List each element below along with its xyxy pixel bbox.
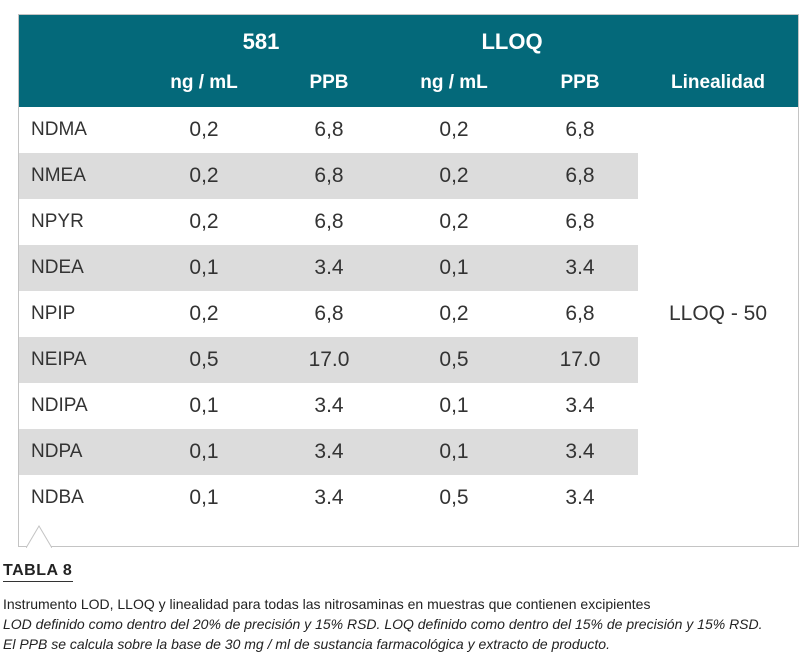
value-lloq-ppb: 17.0: [522, 337, 639, 383]
group-header-581: 581: [136, 15, 386, 59]
compound-name: NEIPA: [19, 337, 136, 383]
value-581-ngml: 0,1: [136, 245, 272, 291]
value-581-ngml: 0,2: [136, 153, 272, 199]
value-lloq-ppb: 3.4: [522, 383, 639, 429]
value-lloq-ppb: 6,8: [522, 199, 639, 245]
compound-name: NPIP: [19, 291, 136, 337]
table-row: NPIP 0,2 6,8 0,2 6,8: [19, 291, 798, 337]
table-row: NPYR 0,2 6,8 0,2 6,8: [19, 199, 798, 245]
value-581-ngml: 0,5: [136, 337, 272, 383]
table-label-underline: [3, 581, 73, 582]
value-lloq-ppb: 6,8: [522, 291, 639, 337]
header-lloq-ngml: ng / mL: [386, 59, 522, 107]
group-header-row: 581 LLOQ: [19, 15, 799, 59]
header-581-ngml: ng / mL: [136, 59, 272, 107]
value-lloq-ppb: 6,8: [522, 107, 639, 153]
group-header-empty: [638, 15, 799, 59]
value-581-ppb: 17.0: [272, 337, 386, 383]
value-lloq-ngml: 0,1: [386, 245, 522, 291]
compound-name: NMEA: [19, 153, 136, 199]
value-581-ppb: 3.4: [272, 245, 386, 291]
value-lloq-ngml: 0,2: [386, 107, 522, 153]
table-row: NDPA 0,1 3.4 0,1 3.4: [19, 429, 798, 475]
value-581-ppb: 6,8: [272, 291, 386, 337]
value-581-ppb: 3.4: [272, 429, 386, 475]
compound-name: NDBA: [19, 475, 136, 521]
value-lloq-ppb: 6,8: [522, 153, 639, 199]
header-linealidad: Linealidad: [638, 59, 799, 107]
compound-name: NPYR: [19, 199, 136, 245]
corner-header: [19, 15, 136, 59]
value-581-ppb: 3.4: [272, 475, 386, 521]
header-lloq-ppb: PPB: [522, 59, 639, 107]
caption: TABLA 8 Instrumento LOD, LLOQ y linealid…: [3, 562, 763, 654]
caption-pointer: [26, 525, 52, 548]
table-label-text: TABLA 8: [3, 562, 73, 579]
value-581-ngml: 0,1: [136, 383, 272, 429]
value-581-ppb: 3.4: [272, 383, 386, 429]
table-row: NDIPA 0,1 3.4 0,1 3.4: [19, 383, 798, 429]
value-581-ppb: 6,8: [272, 199, 386, 245]
sub-header-row: ng / mL PPB ng / mL PPB Linealidad: [19, 59, 799, 107]
table-row: NDBA 0,1 3.4 0,5 3.4: [19, 475, 798, 521]
table-description: Instrumento LOD, LLOQ y linealidad para …: [3, 596, 651, 612]
value-lloq-ngml: 0,2: [386, 199, 522, 245]
table-row: NDEA 0,1 3.4 0,1 3.4: [19, 245, 798, 291]
results-table: 581 LLOQ ng / mL PPB ng / mL PPB Lineali…: [19, 15, 799, 521]
table-row: NMEA 0,2 6,8 0,2 6,8: [19, 153, 798, 199]
footnote-ppb: El PPB se calcula sobre la base de 30 mg…: [3, 636, 610, 652]
linearity-value: LLOQ - 50: [638, 107, 799, 521]
value-581-ngml: 0,2: [136, 291, 272, 337]
compound-name: NDIPA: [19, 383, 136, 429]
table-label: TABLA 8: [3, 562, 763, 582]
value-581-ngml: 0,1: [136, 475, 272, 521]
value-lloq-ngml: 0,5: [386, 337, 522, 383]
compound-name: NDEA: [19, 245, 136, 291]
compound-name: NDPA: [19, 429, 136, 475]
footnote-precision: LOD definido como dentro del 20% de prec…: [3, 616, 763, 632]
value-lloq-ngml: 0,2: [386, 153, 522, 199]
table-row: NDMA 0,2 6,8 0,2 6,8 LLOQ - 50: [19, 107, 799, 521]
value-581-ngml: 0,2: [136, 107, 272, 153]
group-header-lloq: LLOQ: [386, 15, 639, 59]
value-lloq-ngml: 0,1: [386, 429, 522, 475]
value-lloq-ppb: 3.4: [522, 245, 639, 291]
value-lloq-ppb: 3.4: [522, 429, 639, 475]
table-row: NEIPA 0,5 17.0 0,5 17.0: [19, 337, 798, 383]
value-581-ngml: 0,2: [136, 199, 272, 245]
value-lloq-ngml: 0,1: [386, 383, 522, 429]
value-581-ppb: 6,8: [272, 153, 386, 199]
table-body: NDMA 0,2 6,8 0,2 6,8 LLOQ - 50 NMEA 0,2 6,8 0,2 6,…: [19, 107, 799, 521]
value-581-ppb: 6,8: [272, 107, 386, 153]
value-lloq-ppb: 3.4: [522, 475, 639, 521]
corner-subheader: [19, 59, 136, 107]
value-lloq-ngml: 0,5: [386, 475, 522, 521]
header-581-ppb: PPB: [272, 59, 386, 107]
compound-name: NDMA: [19, 107, 136, 153]
value-lloq-ngml: 0,2: [386, 291, 522, 337]
value-581-ngml: 0,1: [136, 429, 272, 475]
